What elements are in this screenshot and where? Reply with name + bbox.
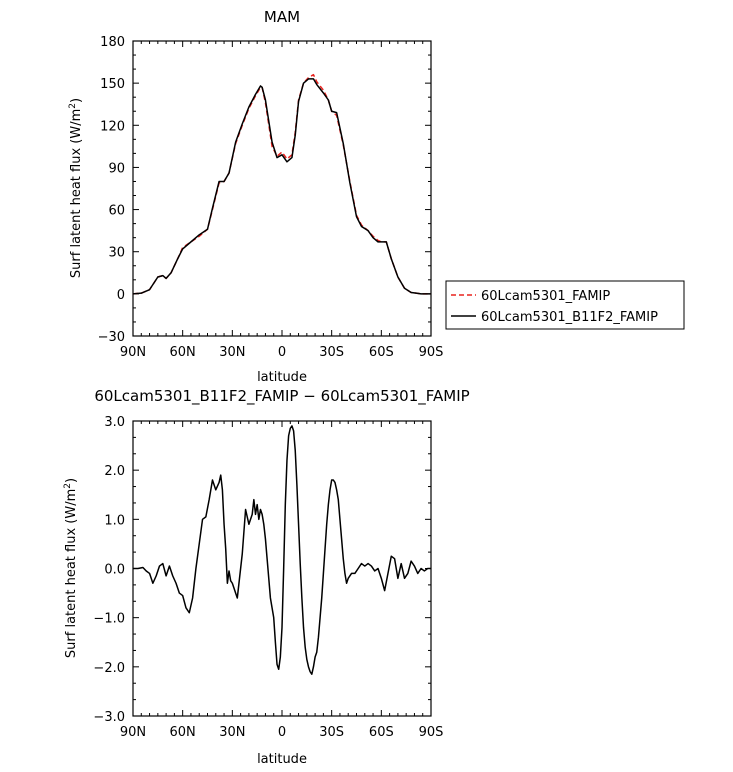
top-x-tick-label: 90N [120,345,146,360]
top-series-line-2 [132,78,431,295]
top-x-tick-label: 90S [419,345,444,360]
bottom-y-tick-label: 1.0 [104,513,125,528]
bottom-x-tick-label: 30S [319,725,344,740]
top-plot-frame [132,40,432,337]
top-y-tick-label: −30 [98,330,125,345]
top-y-tick-label: 30 [108,246,125,261]
top-y-tick-label: 150 [100,77,125,92]
legend: 60Lcam5301_FAMIP 60Lcam5301_B11F2_FAMIP [445,280,685,330]
bottom-y-axis-label: Surf latent heat flux (W/m2) [63,478,79,658]
bottom-series-line-1 [133,425,431,675]
bottom-plot-frame [132,420,432,717]
legend-box [445,280,685,330]
bottom-y-tick-label: 0.0 [104,563,125,578]
top-x-tick-label: 60N [170,345,196,360]
top-x-tick-label: 0 [278,345,286,360]
bottom-y-tick-label: −1.0 [93,612,125,627]
bottom-y-tick-label: 2.0 [104,464,125,479]
bottom-y-tick-label: 3.0 [104,415,125,430]
top-y-axis-label: Surf latent heat flux (W/m2) [68,98,84,278]
top-x-axis-label: latitude [257,370,307,385]
bottom-x-tick-label: 60N [170,725,196,740]
top-y-tick-label: 120 [100,119,125,134]
legend-label-b11f2: 60Lcam5301_B11F2_FAMIP [481,310,658,325]
top-x-tick-label: 30N [219,345,245,360]
bottom-chart-title: 60Lcam5301_B11F2_FAMIP − 60Lcam5301_FAMI… [94,387,469,406]
bottom-y-tick-label: −2.0 [93,661,125,676]
top-series-line-1 [132,73,431,295]
top-x-tick-label: 30S [319,345,344,360]
bottom-x-axis-label: latitude [257,752,307,767]
legend-label-famip: 60Lcam5301_FAMIP [481,289,610,304]
bottom-x-tick-label: 30N [219,725,245,740]
bottom-panel: 60Lcam5301_B11F2_FAMIP − 60Lcam5301_FAMI… [63,387,470,767]
bottom-x-tick-label: 60S [369,725,394,740]
bottom-x-tick-label: 90S [419,725,444,740]
top-panel: MAM 90N 60N 30N 0 30S 60S 90S −30 0 30 60 90 120 150 1… [68,8,443,385]
top-y-tick-label: 90 [108,161,125,176]
bottom-x-tick-label: 0 [278,725,286,740]
top-y-tick-label: 60 [108,204,125,219]
top-y-tick-label: 0 [117,288,125,303]
top-y-tick-label: 180 [100,35,125,50]
top-chart-title: MAM [264,8,300,26]
top-x-tick-label: 60S [369,345,394,360]
bottom-x-tick-label: 90N [120,725,146,740]
bottom-y-tick-label: −3.0 [93,710,125,725]
